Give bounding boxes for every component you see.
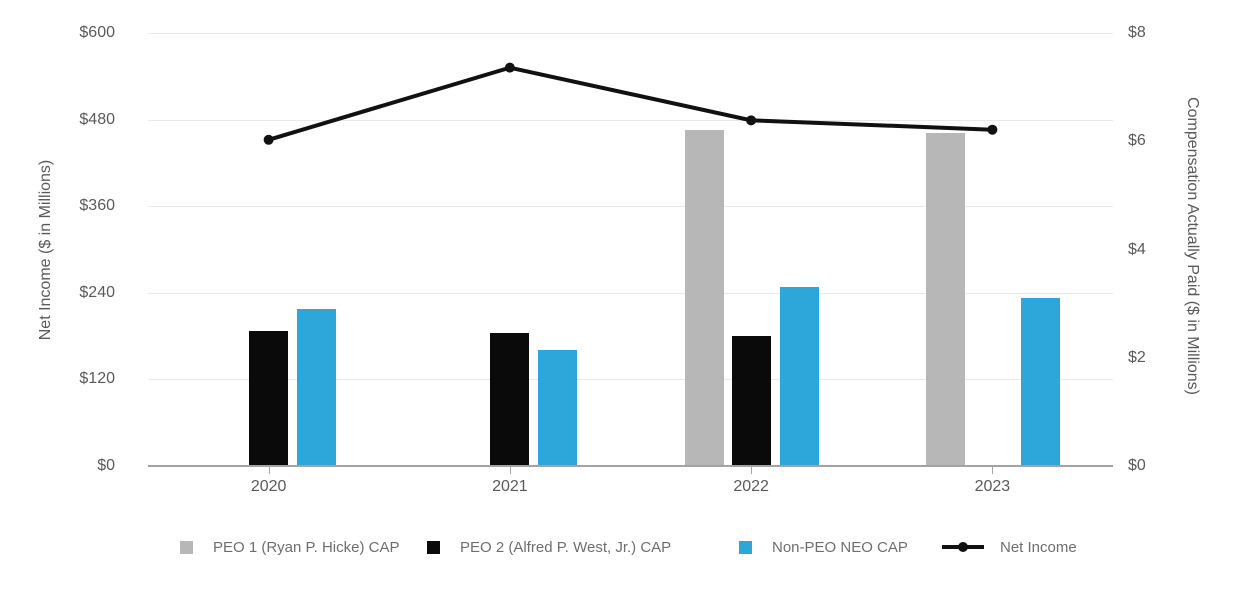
right-axis-tick-2: $2: [1128, 348, 1146, 366]
right-axis-tick-6: $6: [1128, 132, 1146, 150]
bar-series3-2020: [297, 309, 337, 465]
legend-label-nonpeo: Non-PEO NEO CAP: [772, 538, 908, 556]
bar-series3-2021: [538, 349, 578, 465]
peo2-swatch: [427, 540, 440, 554]
net-income-point-2020: [263, 134, 274, 145]
x-axis-line: [148, 465, 1113, 467]
legend-label-peo1: PEO 1 (Ryan P. Hicke) CAP: [213, 538, 400, 556]
bar-series1-2022: [684, 130, 724, 465]
legend-item-peo1: PEO 1 (Ryan P. Hicke) CAP: [180, 538, 399, 556]
bar-series2-2022: [731, 336, 771, 465]
gridline-120: [148, 379, 1113, 381]
x-axis-label-2023: 2023: [974, 478, 1011, 495]
legend: PEO 1 (Ryan P. Hicke) CAP PEO 2 (Alfred …: [0, 538, 1240, 562]
legend-label-net-income: Net Income: [1000, 538, 1077, 556]
gridline-360: [148, 206, 1113, 208]
right-axis-tick-0: $0: [1128, 457, 1146, 474]
x-tick-2020: [268, 466, 270, 474]
bar-series2-2020: [249, 330, 289, 465]
x-axis-label-2020: 2020: [250, 478, 287, 495]
net-income-line: [268, 65, 993, 142]
x-axis-label-2021: 2021: [492, 478, 528, 495]
bar-series1-2023: [925, 133, 965, 465]
left-axis-tick-600: $600: [79, 24, 115, 41]
left-axis-title: Net Income ($ in Millions): [37, 159, 54, 341]
right-axis-tick-4: $4: [1128, 240, 1146, 258]
right-axis-title: Compensation Actually Paid ($ in Million…: [1184, 97, 1201, 395]
net-income-line-marker: [942, 542, 984, 552]
legend-label-peo2: PEO 2 (Alfred P. West, Jr.) CAP: [460, 538, 672, 556]
nonpeo-swatch: [739, 540, 752, 554]
legend-item-peo2: PEO 2 (Alfred P. West, Jr.) CAP: [427, 538, 671, 556]
left-axis-tick-360: $360: [79, 197, 115, 215]
gridline-600: [148, 33, 1113, 34]
left-axis-tick-0: $0: [97, 457, 115, 474]
gridline-480: [148, 119, 1113, 121]
bar-series2-2021: [490, 333, 530, 465]
x-tick-2021: [509, 466, 511, 474]
left-axis-tick-240: $240: [79, 283, 115, 301]
gridline-240: [148, 292, 1113, 294]
left-axis-tick-120: $120: [79, 370, 115, 388]
right-axis-tick-8: $8: [1128, 24, 1146, 41]
peo1-swatch: [180, 540, 193, 554]
legend-item-net-income: Net Income: [942, 538, 1077, 556]
bar-series3-2022: [779, 287, 819, 465]
x-tick-2023: [992, 466, 994, 474]
net-income-point-2023: [987, 124, 998, 135]
net-income-point-2021: [504, 62, 515, 73]
bar-series3-2023: [1020, 298, 1060, 465]
left-axis-tick-480: $480: [79, 110, 115, 128]
x-axis-label-2022: 2022: [733, 478, 769, 495]
x-tick-2022: [751, 466, 753, 474]
legend-item-nonpeo: Non-PEO NEO CAP: [739, 538, 908, 556]
